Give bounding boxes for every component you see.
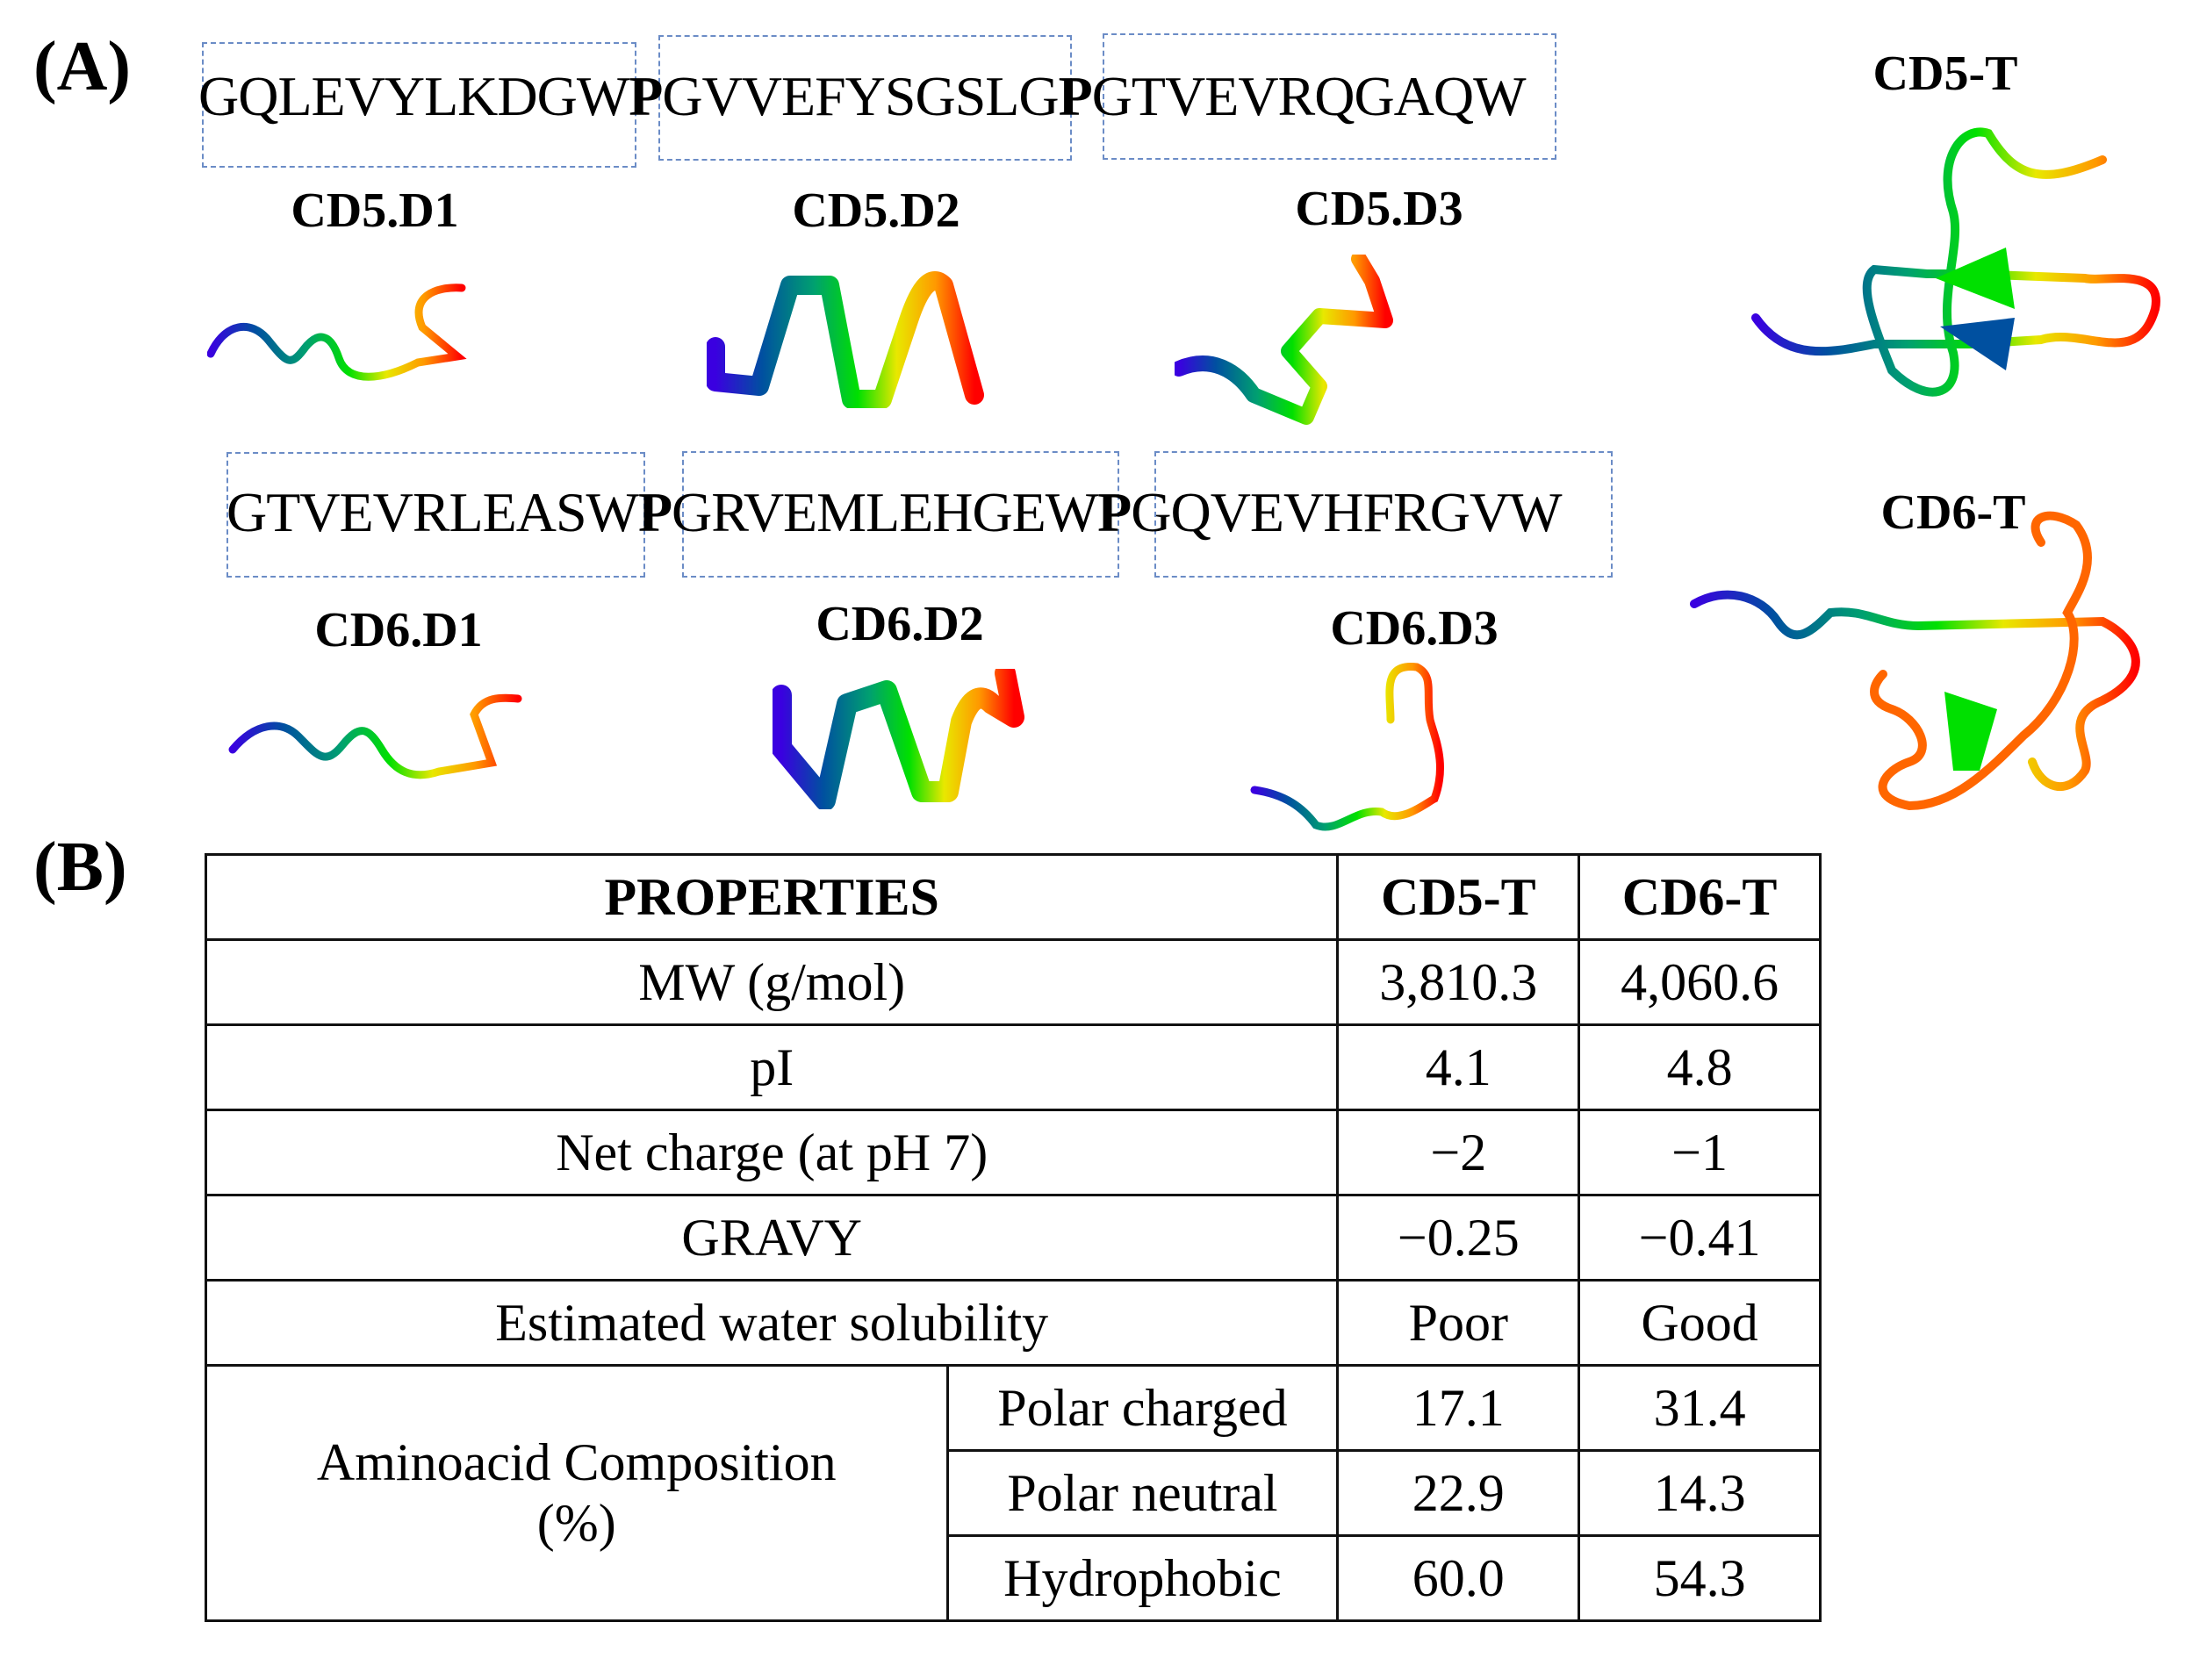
cd5-value: 3,810.3 <box>1336 938 1581 1026</box>
cd6-value: 4,060.6 <box>1578 938 1822 1026</box>
domain-box-cd6-d1 <box>226 452 645 578</box>
domain-box-cd5-d3 <box>1103 33 1556 160</box>
cd6-d1-structure <box>228 693 522 779</box>
cd5-linker-1: P <box>629 65 663 127</box>
cd6-d3-label: CD6.D3 <box>1330 601 1499 656</box>
header-cd5-t: CD5-T <box>1336 853 1581 941</box>
table-header-row: PROPERTIES CD5-T CD6-T <box>204 853 1822 941</box>
cd6-d2-structure <box>773 669 1024 809</box>
cd5-d2-sequence: GVVEFYSGSLG <box>662 65 1059 127</box>
cd6-sequence: GTVEVRLEASWPGRVEMLEHGEWPGQVEVHFRGVW <box>226 485 1563 541</box>
cd6-value: −1 <box>1578 1109 1822 1196</box>
cd5-value: 22.9 <box>1336 1449 1581 1537</box>
property-label: GRAVY <box>204 1194 1340 1282</box>
cd5-value: −0.25 <box>1336 1194 1581 1282</box>
composition-label: Aminoacid Composition (%) <box>205 1364 949 1622</box>
cd5-value: Poor <box>1336 1279 1581 1367</box>
domain-box-cd6-d2 <box>682 451 1119 578</box>
cd6-value: 54.3 <box>1578 1534 1822 1622</box>
cd5-value: 60.0 <box>1336 1534 1581 1622</box>
property-label: MW (g/mol) <box>204 938 1340 1026</box>
cd6-t-label: CD6-T <box>1880 485 2026 540</box>
cd5-d3-sequence: GTVEVRQGAQW <box>1091 65 1527 127</box>
cd5-d3-label: CD5.D3 <box>1295 182 1463 236</box>
composition-category: Hydrophobic <box>945 1534 1340 1622</box>
cd6-linker-1: P <box>637 481 672 543</box>
cd6-value: −0.41 <box>1578 1194 1822 1282</box>
property-label: Net charge (at pH 7) <box>204 1109 1340 1196</box>
cd6-value: 14.3 <box>1578 1449 1822 1537</box>
domain-box-cd5-d1 <box>202 42 636 168</box>
cd5-d1-sequence: GQLEVYLKDGW <box>198 65 629 127</box>
cd6-t-structure <box>1690 511 2140 811</box>
cd6-d3-structure <box>1250 663 1444 831</box>
composition-category: Polar neutral <box>945 1449 1340 1537</box>
table-row: Estimated water solubility Poor Good <box>204 1279 1822 1367</box>
cd5-t-structure <box>1751 127 2160 397</box>
cd6-linker-2: P <box>1097 481 1132 543</box>
cd5-value: 4.1 <box>1336 1023 1581 1111</box>
cd5-d2-label: CD5.D2 <box>792 183 960 238</box>
cd6-d1-label: CD6.D1 <box>314 603 483 657</box>
cd6-d2-sequence: GRVEMLEHGEW <box>672 481 1098 543</box>
cd6-d1-sequence: GTVEVRLEASW <box>226 481 639 543</box>
cd5-d1-label: CD5.D1 <box>291 183 459 238</box>
panel-b-label: (B) <box>33 829 127 906</box>
table-row: Net charge (at pH 7) −2 −1 <box>204 1109 1822 1196</box>
cd5-t-label: CD5-T <box>1872 47 2018 101</box>
properties-table: PROPERTIES CD5-T CD6-T MW (g/mol) 3,810.… <box>204 853 1822 1622</box>
domain-box-cd5-d2 <box>658 35 1072 161</box>
cd5-value: −2 <box>1336 1109 1581 1196</box>
table-row: Aminoacid Composition (%) Polar charged … <box>205 1364 1822 1622</box>
cd5-linker-2: P <box>1058 65 1093 127</box>
cd5-d1-structure <box>207 284 467 381</box>
cd6-d3-sequence: GQVEVHFRGVW <box>1131 481 1562 543</box>
cd5-sequence: GQLEVYLKDGWPGVVEFYSGSLGPGTVEVRQGAQW <box>198 68 1526 125</box>
cd5-value: 17.1 <box>1336 1364 1581 1452</box>
property-label: pI <box>204 1023 1340 1111</box>
composition-unit: (%) <box>536 1494 616 1552</box>
header-cd6-t: CD6-T <box>1578 853 1822 941</box>
domain-box-cd6-d3 <box>1154 451 1613 578</box>
composition-category: Polar charged <box>945 1364 1340 1452</box>
cd6-value: 4.8 <box>1578 1023 1822 1111</box>
table-row: Hydrophobic 60.0 54.3 <box>206 1534 1822 1622</box>
cd6-value: Good <box>1578 1279 1822 1367</box>
cd6-d2-label: CD6.D2 <box>816 597 984 651</box>
table-row: GRAVY −0.25 −0.41 <box>204 1194 1822 1282</box>
composition-title: Aminoacid Composition <box>316 1433 837 1491</box>
cd5-d2-structure <box>707 271 984 408</box>
header-properties: PROPERTIES <box>204 853 1340 941</box>
table-row: Polar neutral 22.9 14.3 <box>206 1449 1822 1537</box>
cd5-d3-structure <box>1175 255 1393 425</box>
cd6-value: 31.4 <box>1578 1364 1822 1452</box>
panel-a-label: (A) <box>33 28 132 105</box>
table-row: MW (g/mol) 3,810.3 4,060.6 <box>204 938 1822 1026</box>
property-label: Estimated water solubility <box>204 1279 1340 1367</box>
table-row: pI 4.1 4.8 <box>204 1023 1822 1111</box>
